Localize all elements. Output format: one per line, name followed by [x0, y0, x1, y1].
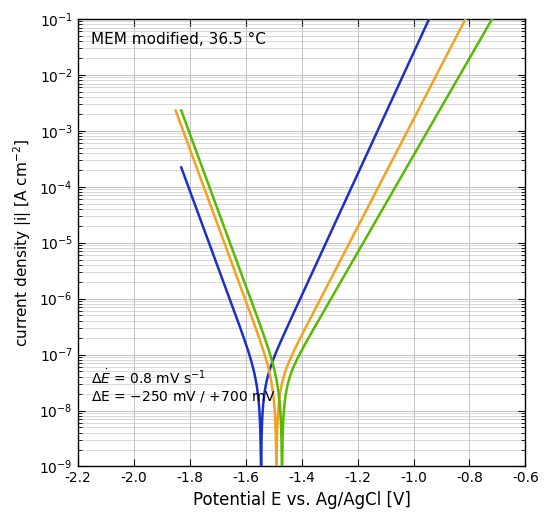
Text: $\Delta\dot{E}$ = 0.8 mV s$^{-1}$
$\Delta$E = $-$250 mV / +700 mV: $\Delta\dot{E}$ = 0.8 mV s$^{-1}$ $\Delt…: [91, 368, 276, 404]
Y-axis label: current density |i| [A cm$^{-2}$]: current density |i| [A cm$^{-2}$]: [11, 139, 34, 347]
Text: MEM modified, 36.5 °C: MEM modified, 36.5 °C: [91, 32, 266, 47]
X-axis label: Potential E vs. Ag/AgCl [V]: Potential E vs. Ag/AgCl [V]: [192, 491, 410, 509]
